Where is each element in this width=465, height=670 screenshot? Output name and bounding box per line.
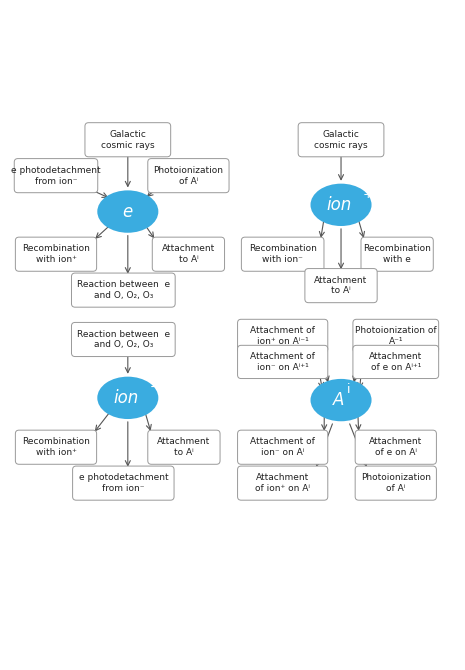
Text: −: − <box>150 381 160 394</box>
Text: Photoionization of
A⁻¹: Photoionization of A⁻¹ <box>355 326 437 346</box>
FancyBboxPatch shape <box>238 466 328 500</box>
Text: e photodetachment
from ion⁻: e photodetachment from ion⁻ <box>11 165 101 186</box>
Ellipse shape <box>311 379 372 421</box>
Text: Photoionization
of Aⁱ: Photoionization of Aⁱ <box>153 165 223 186</box>
FancyBboxPatch shape <box>14 159 98 193</box>
Ellipse shape <box>311 184 372 226</box>
FancyBboxPatch shape <box>238 430 328 464</box>
Ellipse shape <box>97 190 159 232</box>
Text: Attachment
to Aⁱ: Attachment to Aⁱ <box>162 245 215 264</box>
Text: +: + <box>363 188 374 201</box>
Text: e photodetachment
from ion⁻: e photodetachment from ion⁻ <box>79 473 168 493</box>
Text: i: i <box>347 383 350 396</box>
FancyBboxPatch shape <box>353 320 438 352</box>
Text: ion: ion <box>113 389 138 407</box>
FancyBboxPatch shape <box>148 430 220 464</box>
FancyBboxPatch shape <box>238 320 328 352</box>
Text: Recombination
with ion⁺: Recombination with ion⁺ <box>22 438 90 457</box>
Text: Attachment of
ion⁻ on Aⁱ: Attachment of ion⁻ on Aⁱ <box>250 438 315 457</box>
Text: Galactic
cosmic rays: Galactic cosmic rays <box>314 130 368 149</box>
Text: Galactic
cosmic rays: Galactic cosmic rays <box>101 130 155 149</box>
Text: Attachment
of e on Aⁱ: Attachment of e on Aⁱ <box>369 438 422 457</box>
Text: Recombination
with ion⁻: Recombination with ion⁻ <box>249 245 317 264</box>
Text: ion: ion <box>326 196 352 214</box>
Text: Recombination
with ion⁺: Recombination with ion⁺ <box>22 245 90 264</box>
FancyBboxPatch shape <box>72 273 175 307</box>
FancyBboxPatch shape <box>73 466 174 500</box>
Text: e: e <box>123 202 133 220</box>
FancyBboxPatch shape <box>241 237 324 271</box>
Text: Reaction between  e
and O, O₂, O₃: Reaction between e and O, O₂, O₃ <box>77 330 170 349</box>
FancyBboxPatch shape <box>305 269 377 303</box>
Text: Attachment
of e on Aⁱ⁺¹: Attachment of e on Aⁱ⁺¹ <box>369 352 422 372</box>
FancyBboxPatch shape <box>148 159 229 193</box>
Text: Reaction between  e
and O, O₂, O₃: Reaction between e and O, O₂, O₃ <box>77 280 170 300</box>
FancyBboxPatch shape <box>85 123 171 157</box>
Text: Attachment
to Aⁱ: Attachment to Aⁱ <box>157 438 211 457</box>
Text: Photoionization
of Aⁱ: Photoionization of Aⁱ <box>361 473 431 493</box>
Text: Recombination
with e: Recombination with e <box>363 245 431 264</box>
FancyBboxPatch shape <box>72 322 175 356</box>
FancyBboxPatch shape <box>152 237 225 271</box>
Text: Attachment of
ion⁻ on Aⁱ⁺¹: Attachment of ion⁻ on Aⁱ⁺¹ <box>250 352 315 372</box>
FancyBboxPatch shape <box>353 345 438 379</box>
FancyBboxPatch shape <box>361 237 433 271</box>
Text: Attachment
to Aⁱ: Attachment to Aⁱ <box>314 276 368 295</box>
FancyBboxPatch shape <box>355 430 437 464</box>
FancyBboxPatch shape <box>238 345 328 379</box>
FancyBboxPatch shape <box>298 123 384 157</box>
Ellipse shape <box>97 377 159 419</box>
Text: Attachment
of ion⁺ on Aⁱ: Attachment of ion⁺ on Aⁱ <box>255 473 310 493</box>
Text: Attachment of
ion⁺ on Aⁱ⁻¹: Attachment of ion⁺ on Aⁱ⁻¹ <box>250 326 315 346</box>
FancyBboxPatch shape <box>15 430 97 464</box>
Text: A: A <box>333 391 345 409</box>
FancyBboxPatch shape <box>355 466 437 500</box>
FancyBboxPatch shape <box>15 237 97 271</box>
